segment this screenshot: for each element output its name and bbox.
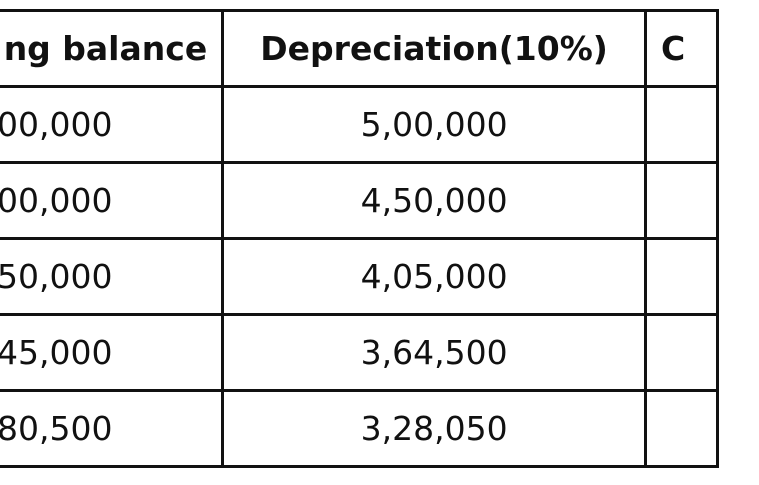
cell-closing-balance[interactable] xyxy=(643,237,720,316)
cell-opening-balance[interactable]: 00,000 xyxy=(0,161,225,240)
cell-depreciation[interactable]: 4,05,000 xyxy=(221,237,647,316)
table-row: 00,000 5,00,000 xyxy=(0,85,720,164)
table-row: 50,000 4,05,000 xyxy=(0,237,720,316)
cell-depreciation[interactable]: 4,50,000 xyxy=(221,161,647,240)
cell-closing-balance[interactable] xyxy=(643,313,720,392)
header-depreciation[interactable]: Depreciation(10%) xyxy=(221,9,647,88)
header-opening-balance[interactable]: ng balance xyxy=(0,9,225,88)
cell-opening-balance[interactable]: 50,000 xyxy=(0,237,225,316)
cell-depreciation[interactable]: 3,28,050 xyxy=(221,389,647,468)
cell-opening-balance[interactable]: 00,000 xyxy=(0,85,225,164)
cell-depreciation[interactable]: 5,00,000 xyxy=(221,85,647,164)
cell-depreciation[interactable]: 3,64,500 xyxy=(221,313,647,392)
header-row: ng balance Depreciation(10%) C xyxy=(0,9,720,88)
cell-closing-balance[interactable] xyxy=(643,389,720,468)
depreciation-table: ng balance Depreciation(10%) C 00,000 5,… xyxy=(0,9,720,468)
cell-opening-balance[interactable]: 45,000 xyxy=(0,313,225,392)
table-row: 45,000 3,64,500 xyxy=(0,313,720,392)
cell-opening-balance[interactable]: 80,500 xyxy=(0,389,225,468)
cell-closing-balance[interactable] xyxy=(643,161,720,240)
cell-closing-balance[interactable] xyxy=(643,85,720,164)
table-row: 80,500 3,28,050 xyxy=(0,389,720,468)
table-row: 00,000 4,50,000 xyxy=(0,161,720,240)
header-closing-balance[interactable]: C xyxy=(643,9,720,88)
